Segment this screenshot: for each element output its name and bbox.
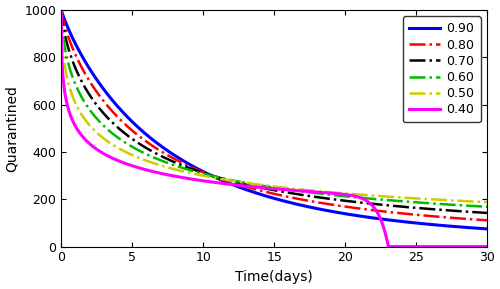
0.70: [472, 210, 478, 214]
0.70: [472, 210, 478, 214]
0.70: [394, 204, 400, 208]
0.50: [58, 8, 64, 12]
0.40: [394, 245, 400, 248]
0.60: [472, 204, 478, 208]
0.40: [266, 186, 272, 190]
0.80: [394, 211, 400, 214]
Line: 0.60: 0.60: [62, 10, 487, 207]
0.60: [58, 8, 64, 12]
0.50: [266, 184, 272, 188]
0.60: [254, 183, 260, 187]
Line: 0.80: 0.80: [62, 10, 487, 220]
Line: 0.50: 0.50: [62, 10, 487, 202]
Y-axis label: Quarantined: Quarantined: [5, 85, 19, 172]
Line: 0.40: 0.40: [62, 10, 487, 247]
0.70: [266, 187, 272, 191]
0.70: [484, 211, 490, 215]
0.50: [254, 183, 260, 186]
0.80: [80, 68, 86, 72]
0.50: [394, 195, 400, 199]
0.80: [472, 218, 478, 221]
0.50: [472, 200, 478, 203]
0.40: [484, 245, 490, 248]
0.40: [58, 8, 64, 12]
0.90: [58, 8, 64, 12]
0.90: [266, 195, 272, 199]
0.90: [394, 219, 400, 223]
0.70: [58, 8, 64, 12]
0.40: [472, 245, 478, 248]
0.90: [80, 56, 86, 60]
0.50: [80, 115, 86, 118]
0.50: [484, 201, 490, 204]
Legend: 0.90, 0.80, 0.70, 0.60, 0.50, 0.40: 0.90, 0.80, 0.70, 0.60, 0.50, 0.40: [403, 16, 481, 122]
0.40: [80, 135, 86, 139]
0.80: [472, 218, 478, 221]
Line: 0.90: 0.90: [62, 10, 487, 229]
0.80: [254, 188, 260, 191]
0.90: [254, 192, 260, 195]
Line: 0.70: 0.70: [62, 10, 487, 213]
0.60: [394, 199, 400, 203]
0.40: [472, 245, 478, 248]
0.70: [80, 82, 86, 86]
0.80: [484, 218, 490, 222]
0.50: [472, 200, 478, 203]
0.90: [472, 226, 478, 230]
0.80: [58, 8, 64, 12]
0.90: [472, 226, 478, 230]
0.60: [80, 98, 86, 101]
X-axis label: Time(days): Time(days): [236, 270, 313, 284]
0.90: [484, 227, 490, 231]
0.60: [472, 204, 478, 208]
0.40: [254, 186, 260, 189]
0.80: [266, 191, 272, 194]
0.60: [266, 185, 272, 188]
0.60: [484, 205, 490, 209]
0.40: [386, 245, 392, 248]
0.70: [254, 185, 260, 188]
